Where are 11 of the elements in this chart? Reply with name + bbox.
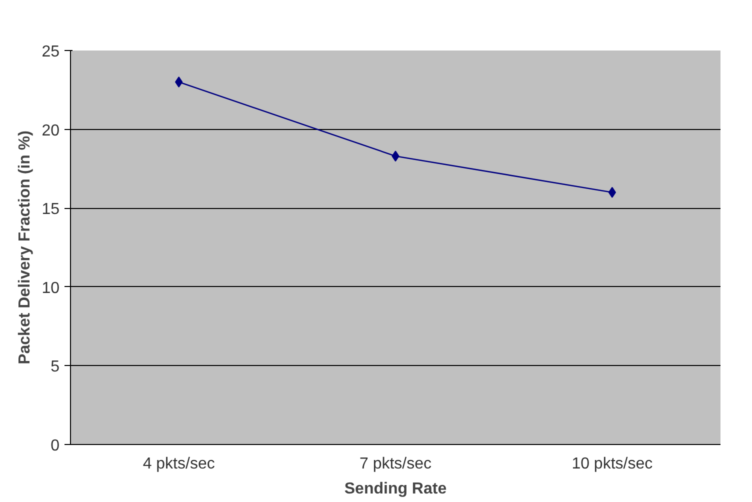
y-tick-label: 5	[50, 358, 60, 376]
x-axis-title: Sending Rate	[344, 480, 447, 498]
y-tick-label: 10	[42, 280, 60, 297]
x-tick-label: 4 pkts/sec	[142, 456, 215, 472]
y-tick-label: 25	[42, 44, 60, 60]
y-axis-title: Packet Delivery Fraction (in %)	[16, 130, 34, 364]
x-tick-label: 7 pkts/sec	[359, 456, 432, 472]
x-tick-label: 10 pkts/sec	[572, 456, 653, 472]
y-tick-label: 15	[42, 201, 60, 218]
y-tick-label: 20	[42, 122, 60, 140]
y-tick-label: 0	[50, 438, 60, 454]
